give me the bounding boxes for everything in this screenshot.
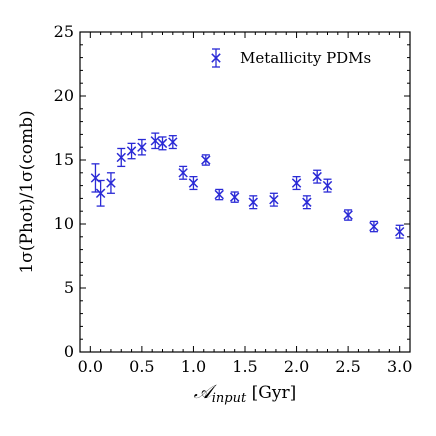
legend-label: Metallicity PDMs: [240, 49, 371, 67]
x-axis-label: 𝒜input [Gyr]: [194, 381, 296, 406]
x-tick-label: 0.0: [78, 357, 103, 376]
x-marker-stroke: [291, 178, 302, 188]
data-point: [291, 175, 302, 191]
x-marker-stroke: [312, 171, 322, 182]
x-marker-stroke: [188, 178, 199, 188]
y-tick-label: 15: [54, 150, 74, 169]
x-marker-stroke: [116, 152, 126, 163]
x-marker-stroke: [229, 192, 240, 202]
data-point: [248, 195, 258, 210]
x-marker-stroke: [322, 180, 333, 191]
data-point: [394, 224, 405, 239]
x-tick-label: 0.5: [129, 357, 154, 376]
data-point: [188, 175, 199, 191]
x-marker-stroke: [248, 197, 258, 207]
data-point: [269, 192, 279, 207]
x-marker-stroke: [214, 189, 224, 200]
data-point: [106, 172, 116, 194]
data-point: [312, 169, 322, 184]
legend: Metallicity PDMs: [211, 48, 371, 68]
data-point: [201, 154, 211, 166]
x-tick-label: 3.0: [387, 357, 412, 376]
plot-group: 0.0 0.5 1.0 1.5 2.0 2.5 3.0 0 5 10 15 20 25 𝒜input [G…: [17, 22, 412, 406]
data-point: [343, 209, 353, 221]
x-marker-stroke: [126, 146, 137, 156]
legend-marker-stroke: [211, 53, 221, 63]
y-tick-label: 25: [54, 22, 74, 41]
data-point: [229, 191, 240, 203]
data-point: [322, 178, 333, 193]
x-marker-stroke: [201, 155, 211, 165]
x-marker-stroke: [178, 168, 188, 178]
x-tick-label: 1.0: [181, 357, 206, 376]
x-marker-stroke: [95, 188, 106, 199]
x-marker-stroke: [150, 136, 161, 146]
x-marker-stroke: [269, 194, 279, 205]
x-tick-label: 2.0: [284, 357, 309, 376]
data-point: [150, 132, 161, 150]
data-point: [157, 136, 168, 151]
data-point: [95, 179, 106, 207]
x-marker-stroke: [90, 173, 101, 183]
x-marker-stroke: [137, 142, 147, 152]
y-tick-label: 20: [54, 86, 74, 105]
data-point: [302, 195, 312, 210]
y-tick-label: 5: [64, 278, 74, 297]
y-tick-label: 0: [64, 342, 74, 361]
x-tick-label: 1.5: [232, 357, 257, 376]
data-point: [369, 220, 379, 233]
x-marker-stroke: [369, 221, 379, 232]
x-marker-stroke: [302, 197, 312, 207]
x-marker-stroke: [394, 226, 405, 237]
plot-frame: [79, 31, 411, 353]
data-point: [126, 142, 137, 160]
x-marker-stroke: [157, 138, 168, 149]
data-point: [137, 138, 147, 156]
y-tick-label: 10: [54, 214, 74, 233]
x-marker-stroke: [343, 210, 353, 220]
x-marker-stroke: [106, 178, 116, 188]
x-tick-label: 2.5: [335, 357, 360, 376]
y-axis-label: 1σ(Phot)/1σ(comb): [17, 110, 37, 273]
data-point: [90, 163, 101, 193]
data-point: [168, 135, 178, 150]
data-point: [116, 147, 126, 168]
data-point: [178, 165, 188, 180]
x-marker-stroke: [168, 137, 178, 147]
data-point: [214, 188, 224, 201]
